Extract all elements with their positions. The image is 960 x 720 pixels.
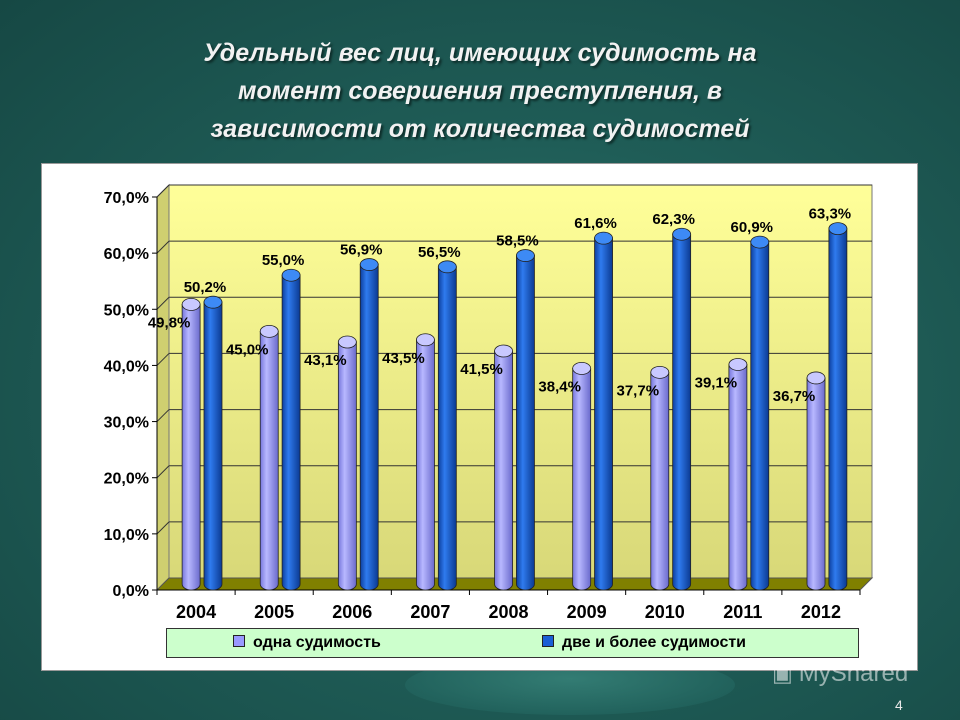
- bar-top: [281, 268, 301, 282]
- x-tick-label: 2010: [645, 602, 685, 622]
- x-tick-label: 2012: [801, 602, 841, 622]
- title-line-3: зависимости от количества судимостей: [210, 115, 750, 143]
- bar-series-1: [806, 377, 826, 591]
- chart-side-wall: [156, 183, 170, 592]
- x-tick-label: 2008: [488, 602, 528, 622]
- y-tick-label: 50,0%: [104, 302, 149, 319]
- bar-series-2: [281, 274, 301, 591]
- chart-legend: одна судимость две и более судимости: [166, 628, 859, 658]
- data-label: 55,0%: [262, 252, 305, 269]
- bar-top: [181, 298, 201, 311]
- data-label: 63,3%: [809, 206, 852, 223]
- bar-top: [337, 335, 357, 349]
- gridline-side: [156, 409, 170, 422]
- y-tick-label: 70,0%: [104, 190, 149, 207]
- x-tick-label: 2009: [567, 602, 607, 622]
- data-label: 36,7%: [773, 388, 816, 405]
- bar-series-1: [181, 304, 201, 591]
- gridline-side: [156, 240, 170, 254]
- bar-series-2: [437, 266, 457, 591]
- gridline-side: [156, 353, 170, 366]
- data-label: 62,3%: [652, 211, 695, 228]
- gridline-side: [156, 465, 170, 479]
- watermark-text: MyShared: [798, 660, 909, 687]
- y-tick-label: 30,0%: [104, 415, 149, 432]
- bar-top: [828, 222, 848, 236]
- bar-top: [494, 344, 513, 358]
- bar-top: [259, 324, 279, 338]
- data-label: 39,1%: [695, 374, 738, 391]
- legend-item-series-2: две и более судимости: [542, 634, 746, 652]
- data-label: 56,5%: [418, 244, 461, 261]
- x-tick-label: 2006: [332, 602, 372, 622]
- y-tick-label: 40,0%: [104, 358, 149, 375]
- gridline-side: [156, 296, 170, 310]
- bar-series-1: [259, 330, 279, 591]
- bar-top: [416, 333, 435, 347]
- data-label: 41,5%: [460, 361, 503, 378]
- legend-swatch-series-2: [542, 635, 554, 647]
- slide-number: 4: [895, 697, 903, 713]
- bar-top: [650, 365, 670, 379]
- bar-top: [203, 295, 223, 309]
- bar-series-2: [359, 264, 379, 591]
- data-label: 45,0%: [226, 341, 269, 358]
- bar-series-2: [828, 228, 848, 591]
- data-label: 58,5%: [496, 233, 539, 250]
- legend-label-series-2: две и более судимости: [562, 634, 747, 651]
- watermark: ▣ MyShared: [772, 660, 908, 688]
- chart-panel: 0,0% 10,0% 20,0% 30,0% 40,0% 50,0% 60,0% 70,0% 2…: [41, 163, 918, 671]
- data-label: 49,8%: [148, 314, 191, 331]
- bar-chart: 0,0% 10,0% 20,0% 30,0% 40,0% 50,0% 60,0% 70,0% 2…: [104, 183, 874, 622]
- bar-series-2: [203, 301, 223, 591]
- data-label: 37,7%: [617, 382, 660, 399]
- x-tick-label: 2005: [254, 602, 294, 622]
- y-tick-label: 60,0%: [104, 246, 149, 263]
- data-label: 60,9%: [730, 219, 773, 236]
- bar-top: [672, 227, 692, 241]
- bar-top: [437, 260, 457, 274]
- bar-series-1: [337, 341, 357, 591]
- data-label: 61,6%: [574, 215, 617, 232]
- y-tick-label: 0,0%: [113, 583, 149, 600]
- y-tick-label: 10,0%: [104, 527, 149, 544]
- x-tick-label: 2004: [176, 602, 216, 622]
- bar-series-1: [494, 350, 513, 591]
- bar-series-2: [750, 241, 770, 591]
- presentation-icon: ▣: [772, 661, 793, 686]
- bar-top: [359, 258, 379, 271]
- gridline-side: [156, 521, 170, 535]
- bar-top: [750, 235, 770, 249]
- data-label: 56,9%: [340, 242, 383, 259]
- legend-swatch-series-1: [233, 635, 245, 647]
- bar-series-1: [650, 371, 670, 591]
- legend-item-series-1: одна судимость: [233, 634, 381, 652]
- data-label: 50,2%: [184, 279, 227, 296]
- bar-top: [728, 358, 748, 371]
- bar-series-1: [728, 364, 748, 591]
- x-tick-label: 2007: [410, 602, 450, 622]
- bar-top: [806, 371, 826, 385]
- slide-title: Удельный вес лиц, имеющих судимость на м…: [60, 34, 900, 148]
- title-line-1: Удельный вес лиц, имеющих судимость на: [203, 39, 757, 67]
- legend-label-series-1: одна судимость: [253, 634, 381, 651]
- bar-top: [594, 231, 613, 245]
- data-label: 43,1%: [304, 352, 347, 369]
- bar-series-2: [516, 255, 535, 591]
- data-label: 43,5%: [382, 350, 425, 367]
- x-tick-label: 2011: [723, 602, 762, 622]
- bar-series-2: [672, 233, 692, 591]
- gridline-side: [156, 184, 170, 198]
- bar-series-1: [416, 339, 435, 591]
- bar-top: [572, 362, 592, 375]
- bar-top: [516, 249, 535, 262]
- title-line-2: момент совершения преступления, в: [237, 77, 723, 105]
- y-tick-label: 20,0%: [104, 471, 149, 488]
- data-label: 38,4%: [538, 378, 581, 395]
- bar-series-2: [594, 237, 613, 591]
- bar-series-1: [572, 368, 592, 591]
